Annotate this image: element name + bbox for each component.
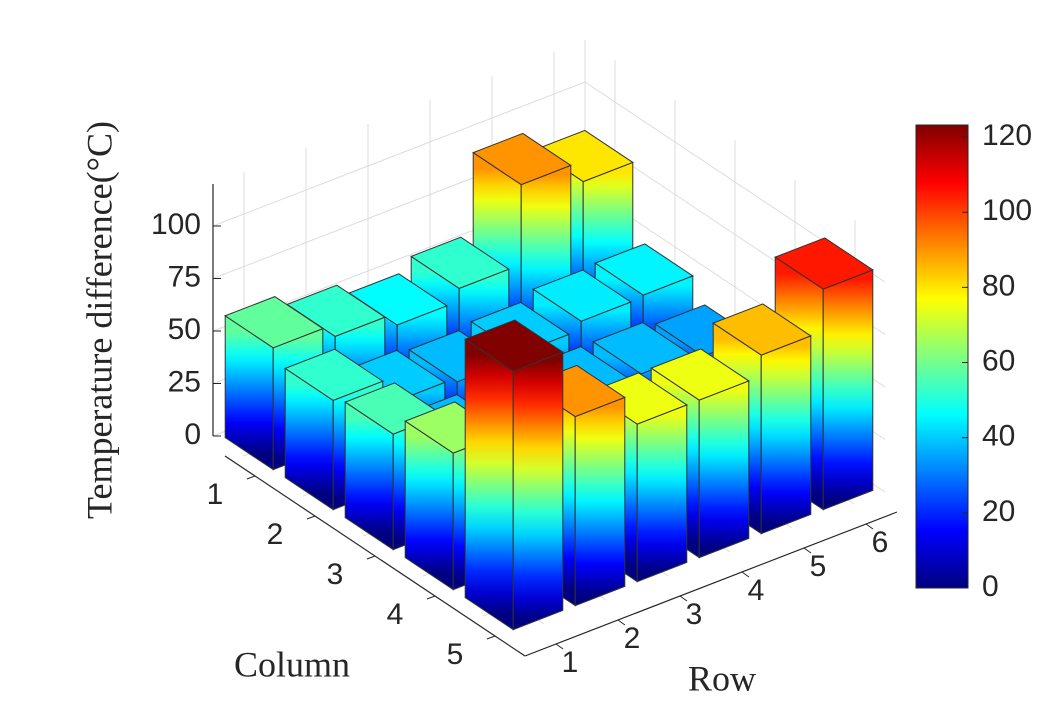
z-tick-label: 25 xyxy=(168,365,201,398)
bar-face xyxy=(760,335,812,535)
bar-top xyxy=(774,237,874,290)
x-tick-label: 3 xyxy=(327,558,344,591)
x-tick xyxy=(366,555,376,560)
x-axis-title: Column xyxy=(234,644,350,684)
z-axis-title: Temperature difference(°C) xyxy=(79,121,119,519)
z-tick-label: 100 xyxy=(151,208,201,241)
colorbar-tick-label: 40 xyxy=(982,420,1015,453)
colorbar-tick-label: 80 xyxy=(982,269,1015,302)
x-tick-label: 4 xyxy=(387,598,404,631)
y-tick-label: 2 xyxy=(624,622,641,655)
colorbar-tick-label: 60 xyxy=(982,344,1015,377)
bar-face xyxy=(822,269,874,511)
z-tick-label: 75 xyxy=(168,260,201,293)
y-tick xyxy=(865,523,874,530)
bar-top xyxy=(650,348,750,401)
colorbar-tick-label: 100 xyxy=(982,194,1032,227)
z-tick-label: 50 xyxy=(168,313,201,346)
z-tick-label: 0 xyxy=(184,418,201,451)
bar-top xyxy=(712,303,812,356)
bar-top xyxy=(284,348,384,401)
x-tick-label: 2 xyxy=(267,518,284,551)
x-tick xyxy=(246,475,256,480)
bar-top xyxy=(224,296,324,349)
x-tick xyxy=(306,515,316,520)
colorbar-tick-label: 0 xyxy=(982,570,999,603)
colorbar-tick-label: 120 xyxy=(982,119,1032,152)
y-tick-label: 6 xyxy=(872,526,889,559)
bar-top xyxy=(472,132,572,186)
bar-face xyxy=(512,351,564,631)
y-tick xyxy=(617,619,626,626)
y-axis-title: Row xyxy=(688,658,756,698)
y-tick-label: 3 xyxy=(686,598,703,631)
x-tick-label: 5 xyxy=(447,638,464,671)
y-tick xyxy=(679,595,688,602)
y-tick xyxy=(803,547,812,554)
bar-top xyxy=(594,243,694,296)
bar-top xyxy=(410,236,510,289)
colorbar xyxy=(915,124,969,589)
bar-face xyxy=(698,380,750,559)
x-tick xyxy=(486,635,496,640)
y-tick xyxy=(555,643,564,650)
y-tick-label: 1 xyxy=(562,646,579,679)
bar-face xyxy=(636,404,688,583)
colorbar-tick-label: 20 xyxy=(982,495,1015,528)
bar-face xyxy=(464,338,514,631)
bar-face xyxy=(574,396,626,607)
x-tick xyxy=(426,595,436,600)
bar-top xyxy=(464,319,564,372)
y-tick-label: 4 xyxy=(748,574,765,607)
y-tick-label: 5 xyxy=(810,550,827,583)
x-tick-label: 1 xyxy=(207,478,224,511)
y-axis xyxy=(524,511,898,657)
bar-top xyxy=(532,269,632,322)
y-tick xyxy=(741,571,750,578)
